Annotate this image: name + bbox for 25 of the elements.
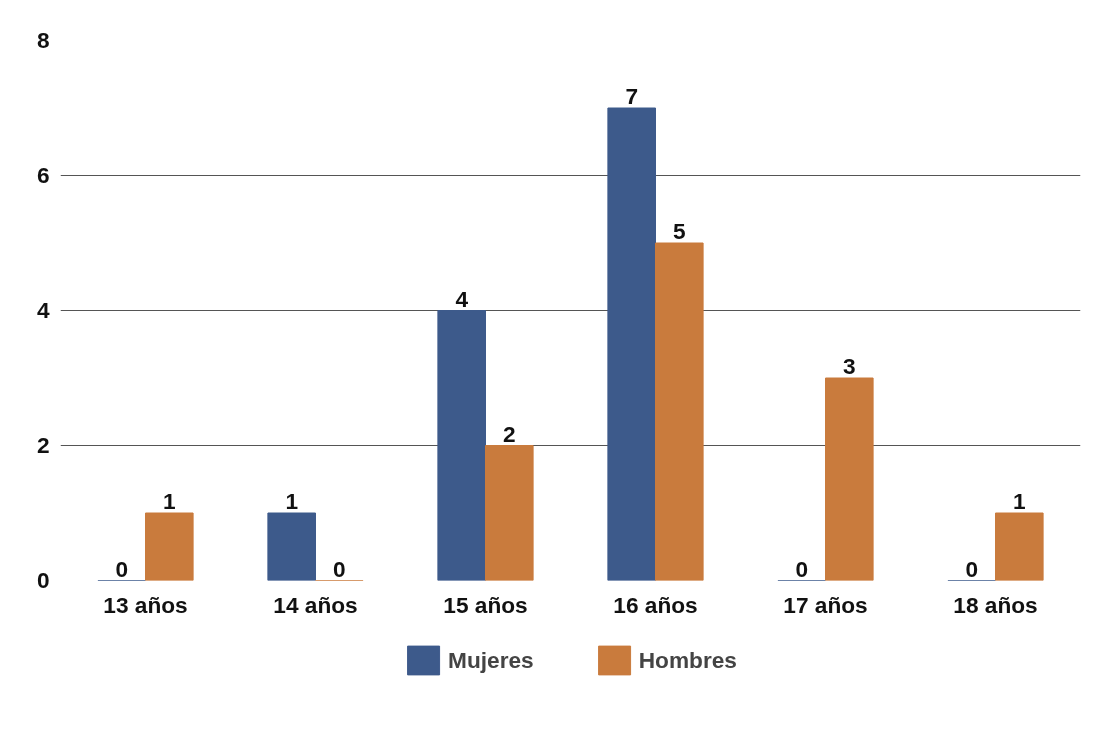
data-label: 4: [455, 285, 469, 312]
x-tick-label: 14 años: [273, 591, 358, 618]
data-label: 0: [965, 555, 979, 582]
y-tick-label: 6: [36, 162, 50, 188]
y-tick-label: 4: [36, 297, 50, 323]
x-tick-label: 17 años: [783, 591, 868, 618]
data-label: 0: [333, 555, 346, 582]
data-label: 1: [1013, 488, 1026, 514]
legend-label: Mujeres: [448, 646, 534, 674]
x-tick-label: 13 años: [103, 591, 188, 618]
y-tick-label: 2: [36, 432, 50, 458]
x-tick-label: 18 años: [953, 591, 1038, 618]
data-label: 1: [163, 488, 176, 514]
data-label: 7: [625, 83, 639, 109]
x-tick-label: 16 años: [613, 591, 698, 618]
y-tick-label: 0: [36, 567, 50, 593]
data-label: 0: [795, 555, 809, 582]
data-label: 3: [843, 353, 856, 379]
data-label: 5: [673, 218, 686, 244]
data-label: 2: [503, 420, 516, 447]
data-label: 0: [115, 555, 129, 582]
x-tick-label: 15 años: [443, 591, 528, 618]
data-label: 1: [285, 488, 299, 514]
y-tick-label: 8: [36, 27, 50, 53]
legend-label: Hombres: [638, 646, 737, 674]
